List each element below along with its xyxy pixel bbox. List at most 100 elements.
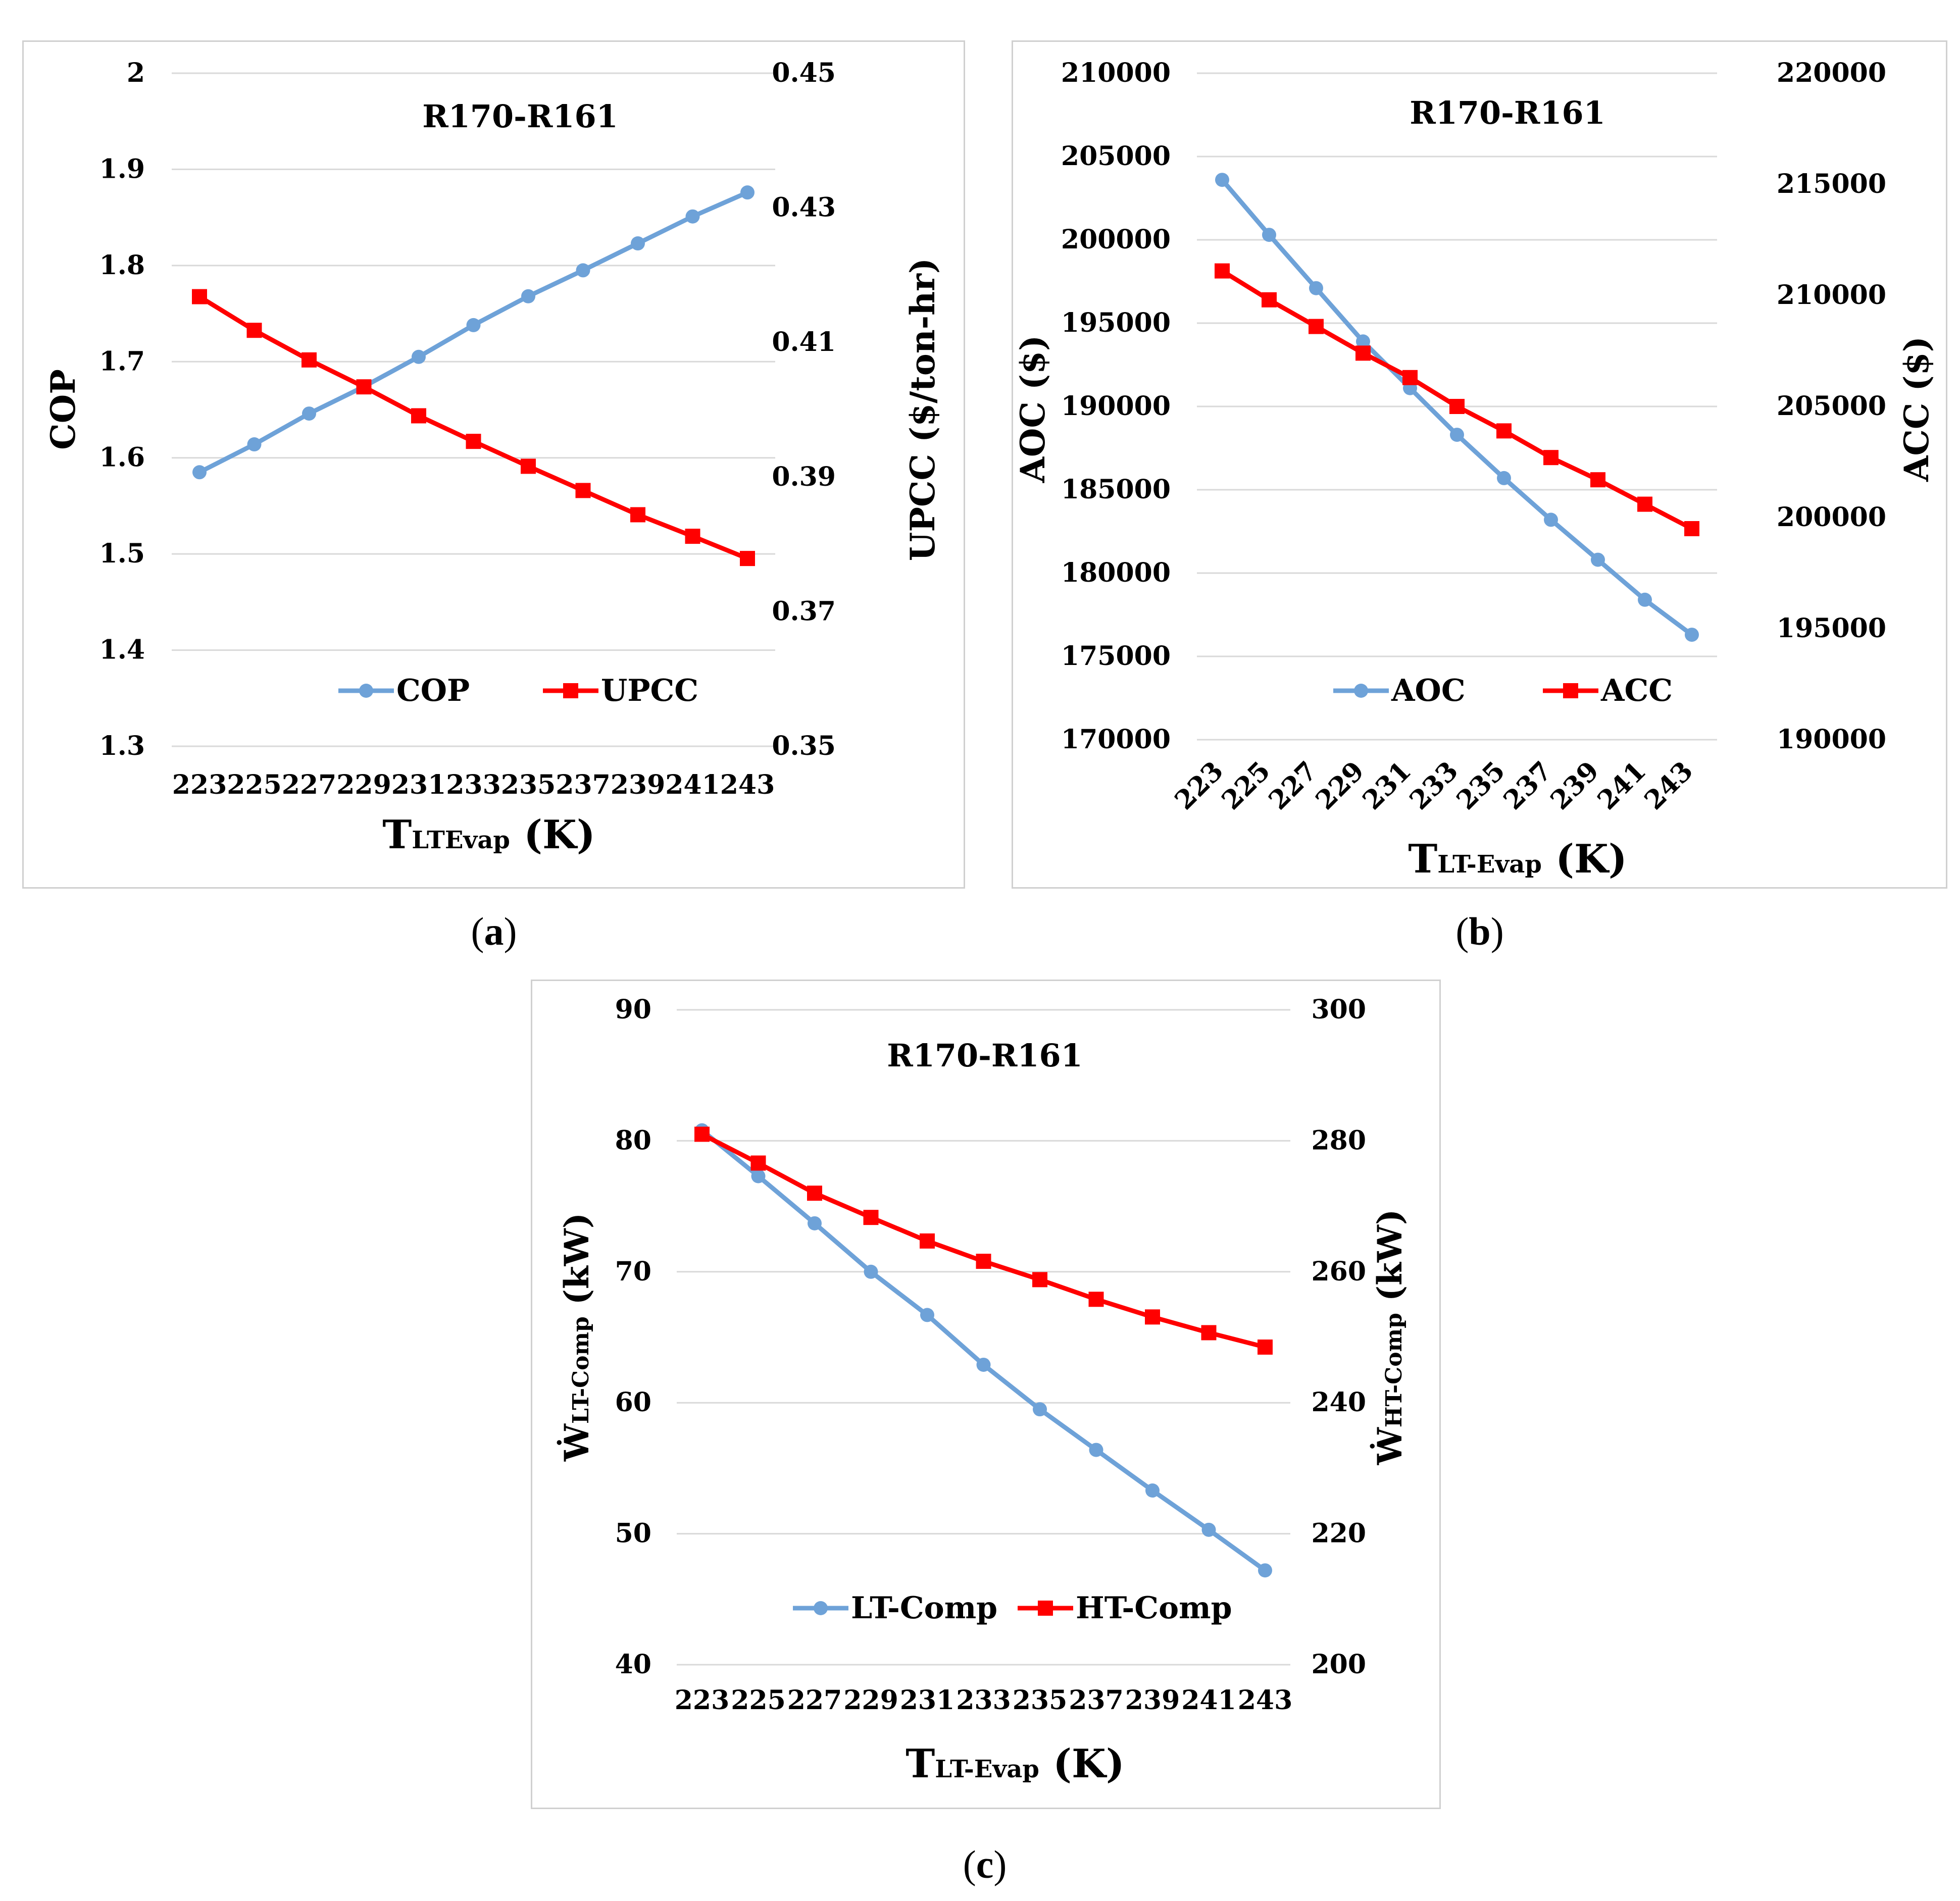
data-point-upcc	[521, 458, 536, 474]
x-tick-label: 229	[1310, 755, 1370, 816]
y-right-axis-label: ACC ($)	[1897, 336, 1936, 482]
data-point-ht-comp	[1258, 1339, 1273, 1355]
data-point-acc	[1215, 263, 1230, 279]
x-tick-label: 241	[1591, 755, 1652, 816]
y-right-tick-label: 195000	[1777, 613, 1886, 644]
y-left-tick-label: 205000	[1061, 141, 1171, 172]
data-point-aoc	[1638, 592, 1652, 607]
data-point-upcc	[411, 408, 426, 424]
x-tick-label: 235	[1450, 755, 1511, 816]
x-tick-label: 229	[843, 1685, 898, 1716]
x-tick-label: 229	[336, 769, 391, 800]
data-point-aoc	[1262, 228, 1276, 242]
x-tick-label: 235	[1013, 1685, 1068, 1716]
y-right-axis-label-part: HT-Comp	[1381, 1313, 1407, 1427]
y-right-tick-label: 200	[1311, 1649, 1366, 1680]
x-tick-label: 225	[731, 1685, 786, 1716]
data-point-ht-comp	[1145, 1309, 1160, 1325]
x-axis-label-tail: (K)	[1039, 1741, 1125, 1787]
caption-a-letter: a	[484, 909, 504, 953]
data-point-upcc	[575, 483, 591, 498]
caption-b-letter: b	[1469, 909, 1491, 953]
x-tick-label: 243	[720, 769, 775, 800]
data-point-cop	[576, 263, 590, 278]
y-left-tick-label: 1.3	[99, 731, 145, 761]
y-left-tick-label: 190000	[1061, 391, 1171, 422]
y-right-tick-label: 0.45	[772, 58, 836, 88]
data-point-ht-comp	[1032, 1272, 1047, 1288]
data-point-ht-comp	[1201, 1325, 1217, 1341]
data-point-upcc	[301, 352, 317, 368]
y-left-tick-label: 1.5	[99, 538, 145, 569]
data-point-lt-comp	[751, 1169, 766, 1184]
y-right-tick-label: 240	[1311, 1387, 1366, 1418]
x-tick-label: 231	[1356, 755, 1417, 816]
y-left-tick-label: 1.7	[99, 346, 145, 377]
legend-label: HT-Comp	[1076, 1590, 1232, 1626]
data-point-aoc	[1356, 334, 1370, 349]
caption-b: (b)	[1455, 909, 1504, 953]
y-left-axis-label-part: (kW)	[557, 1213, 596, 1316]
series-line-cop	[198, 190, 748, 475]
data-point-acc	[1402, 370, 1418, 385]
x-tick-label: 243	[1638, 755, 1699, 816]
legend-swatch-marker	[563, 683, 578, 698]
panel-c-frame	[531, 980, 1441, 1809]
y-left-tick-label: 180000	[1061, 557, 1171, 588]
y-left-tick-label: 185000	[1061, 474, 1171, 505]
data-point-aoc	[1309, 281, 1323, 295]
y-right-tick-label: 200000	[1777, 502, 1886, 533]
data-point-aoc	[1450, 428, 1464, 442]
x-axis-label-sub: LT-Evap	[935, 1755, 1039, 1783]
x-axis-label-main: T	[1408, 836, 1437, 882]
y-left-tick-label: 170000	[1061, 724, 1171, 755]
x-axis-label: TLT-Evap (K)	[1408, 836, 1627, 882]
legend-label: UPCC	[601, 673, 698, 708]
data-point-acc	[1449, 399, 1465, 414]
x-tick-label: 243	[1238, 1685, 1293, 1716]
data-point-ht-comp	[863, 1210, 879, 1225]
x-tick-label: 241	[1181, 1685, 1236, 1716]
x-tick-label: 225	[227, 769, 282, 800]
y-right-tick-label: 215000	[1777, 169, 1886, 199]
y-left-axis-label-part: COP	[43, 369, 83, 450]
data-point-aoc	[1497, 471, 1511, 485]
panel-a-frame	[22, 40, 965, 889]
data-point-upcc	[192, 289, 207, 304]
x-tick-label: 239	[1125, 1685, 1180, 1716]
caption-a: (a)	[471, 909, 517, 953]
data-point-upcc	[685, 529, 700, 544]
data-point-upcc	[466, 434, 481, 449]
data-point-ht-comp	[750, 1155, 766, 1171]
chart-title: R170-R161	[422, 98, 618, 135]
chart-title: R170-R161	[1410, 94, 1605, 131]
caption-c-letter: c	[976, 1842, 994, 1886]
y-left-tick-label: 50	[615, 1518, 651, 1549]
legend-swatch-marker	[359, 684, 373, 698]
panel-b-frame	[1012, 40, 1947, 889]
y-right-tick-label: 190000	[1777, 724, 1886, 755]
data-point-acc	[1262, 292, 1277, 307]
data-point-lt-comp	[976, 1357, 991, 1372]
data-point-cop	[740, 185, 755, 200]
y-left-tick-label: 40	[615, 1649, 651, 1680]
data-point-ht-comp	[976, 1254, 991, 1269]
x-tick-label: 237	[1069, 1685, 1124, 1716]
x-tick-label: 237	[1497, 755, 1558, 816]
y-left-tick-label: 195000	[1061, 307, 1171, 338]
data-point-upcc	[246, 323, 262, 338]
y-left-axis-label-part: LT-Comp	[568, 1316, 594, 1424]
y-right-axis-label: ẆHT-Comp (kW)	[1370, 1209, 1410, 1465]
data-point-acc	[1496, 423, 1512, 439]
x-tick-label: 223	[1169, 755, 1229, 816]
x-axis-label: TLTEvap (K)	[382, 812, 595, 858]
legend-label: LT-Comp	[851, 1590, 997, 1626]
data-point-acc	[1543, 450, 1559, 466]
data-point-cop	[521, 289, 535, 303]
x-tick-label: 225	[1216, 755, 1276, 816]
x-tick-label: 237	[556, 769, 611, 800]
data-point-lt-comp	[1033, 1402, 1047, 1417]
y-right-axis-label-part: ACC ($)	[1897, 336, 1936, 482]
